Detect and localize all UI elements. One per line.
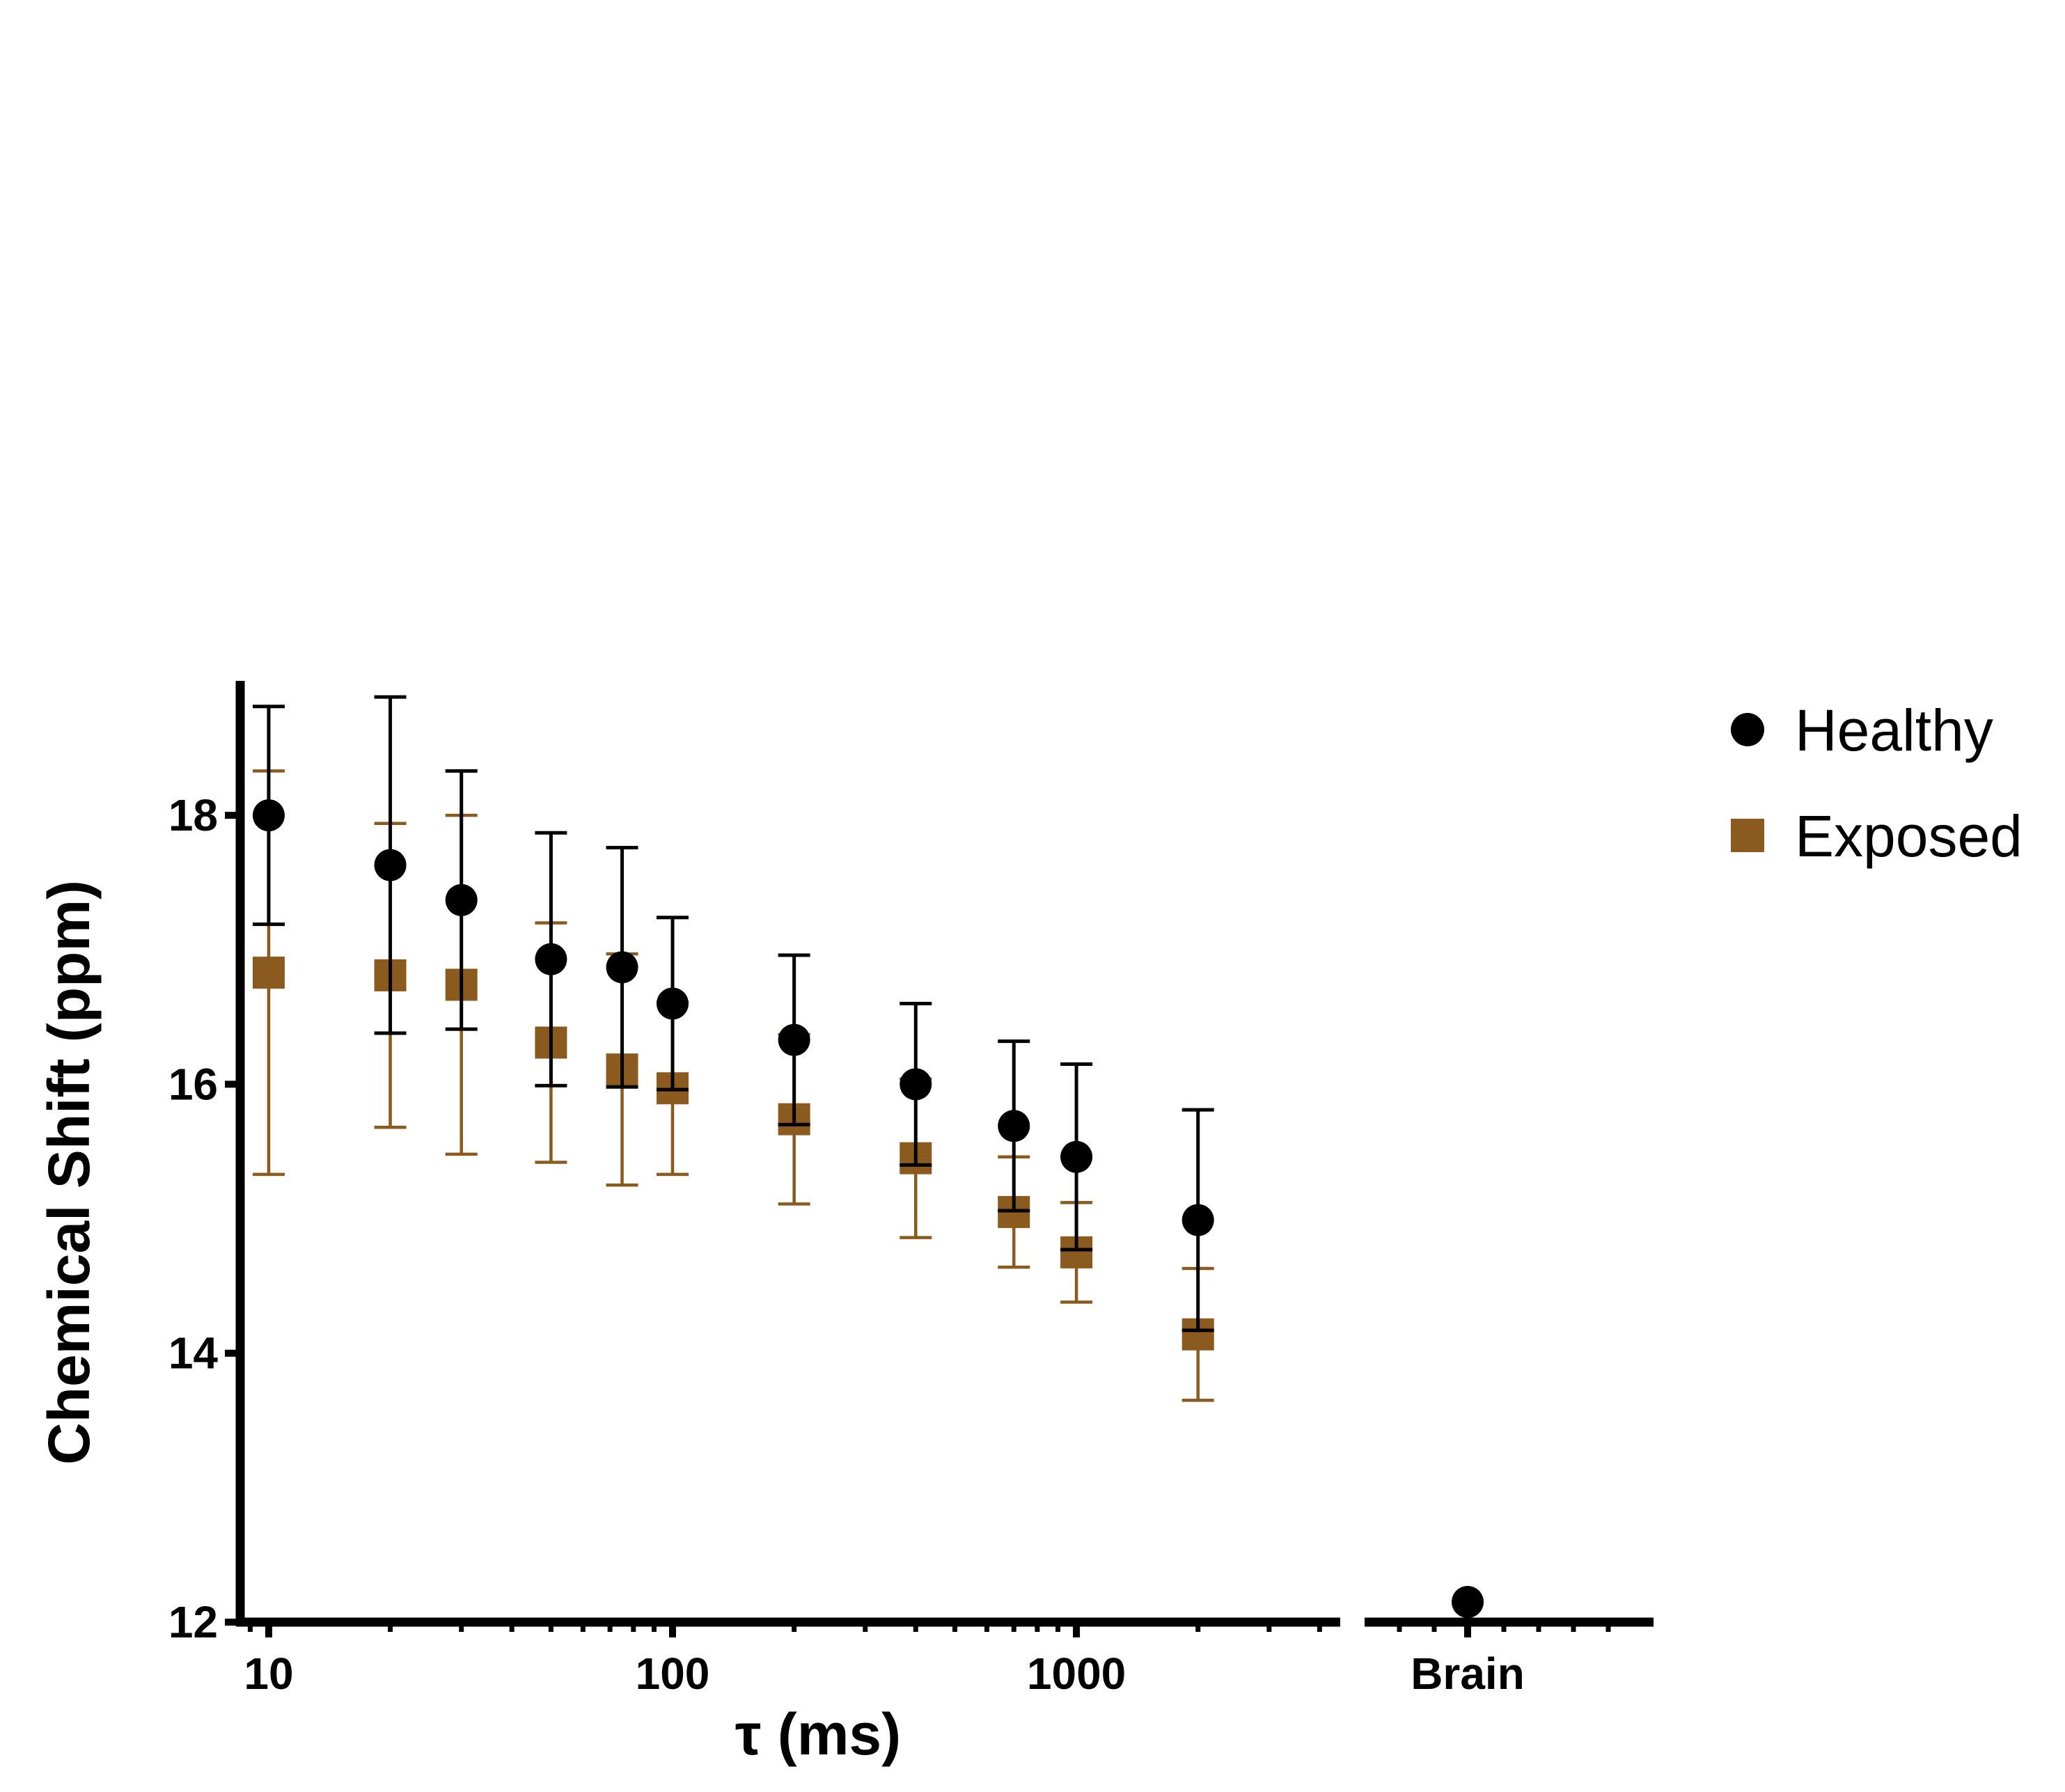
data-point-healthy <box>1181 1204 1214 1236</box>
category-tick-label: Brain <box>1411 1649 1525 1699</box>
x-tick-label: 10 <box>244 1649 293 1699</box>
data-point-healthy <box>374 849 407 881</box>
data-point-exposed <box>252 957 285 989</box>
series-healthy <box>252 695 1214 1333</box>
y-tick-label: 14 <box>168 1328 219 1378</box>
y-tick-label: 12 <box>168 1597 218 1647</box>
legend: Healthy Exposed <box>1731 698 2023 869</box>
data-point-brain-healthy <box>1452 1586 1484 1619</box>
legend-label: Healthy <box>1795 698 1993 763</box>
y-tick-label: 18 <box>168 790 218 840</box>
legend-marker-square <box>1731 819 1764 852</box>
data-point-healthy <box>998 1110 1030 1142</box>
data-marks <box>252 695 1484 1619</box>
data-point-healthy <box>1060 1140 1093 1173</box>
data-point-healthy <box>252 799 285 832</box>
data-point-healthy <box>778 1023 810 1056</box>
data-point-healthy <box>445 883 478 916</box>
axes: 12 14 16 18 10 100 1000 Brain <box>168 681 1654 1699</box>
x-tick-label: 100 <box>636 1649 710 1699</box>
legend-label: Exposed <box>1795 803 2023 869</box>
data-point-healthy <box>535 943 567 975</box>
data-point-healthy <box>900 1068 932 1101</box>
legend-marker-circle <box>1731 713 1764 746</box>
x-tick-label: 1000 <box>1027 1649 1126 1699</box>
data-point-healthy <box>657 987 689 1020</box>
y-axis-title: Chemical Shift (ppm) <box>36 880 102 1465</box>
x-axis-title: τ (ms) <box>735 1701 901 1767</box>
y-tick-label: 16 <box>168 1059 218 1109</box>
data-point-healthy <box>606 951 638 984</box>
